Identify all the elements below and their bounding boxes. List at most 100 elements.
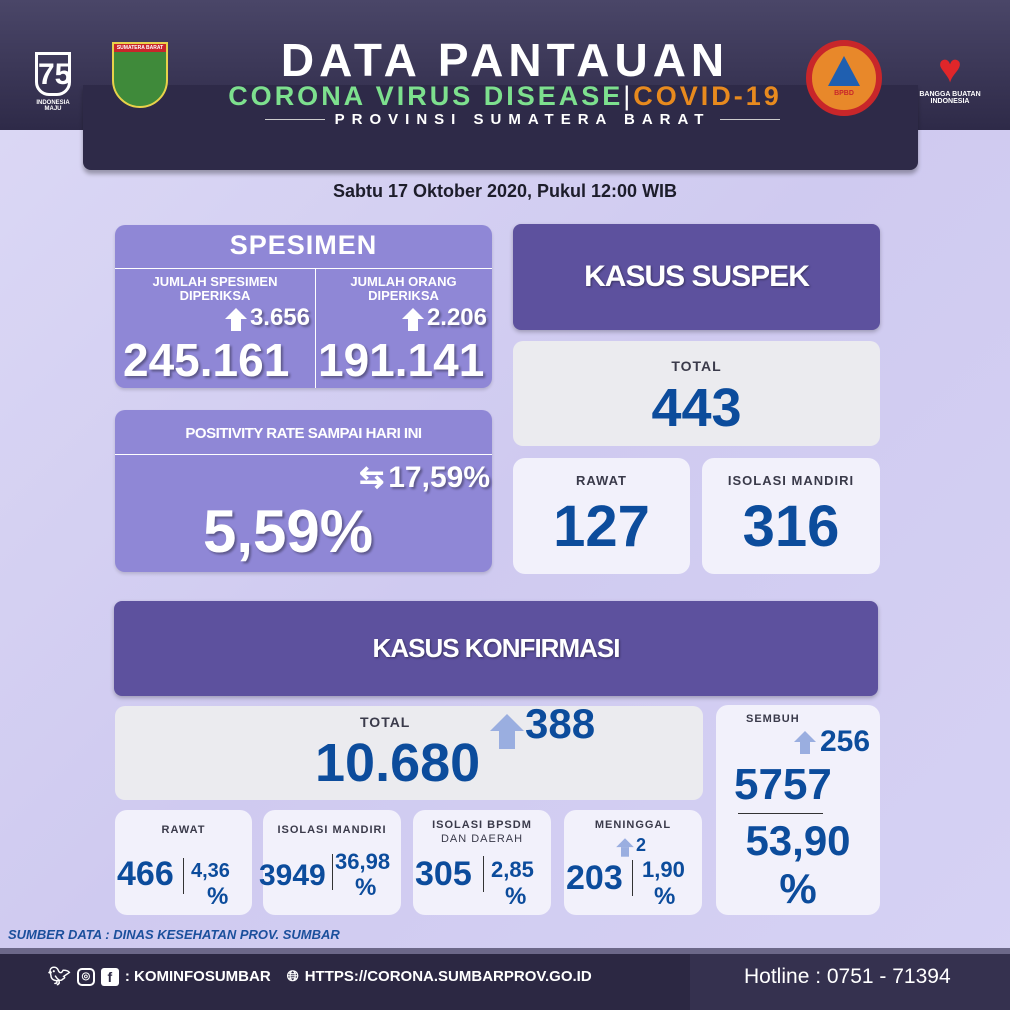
heart-icon: ♥ <box>938 47 962 91</box>
positivity-panel: POSITIVITY RATE SAMPAI HARI INI ⇆ 17,59% … <box>115 410 492 572</box>
spesimen-right-value: 191.141 <box>318 334 485 386</box>
suspek-rawat-label: RAWAT <box>576 473 627 488</box>
spesimen-left-label: JUMLAH SPESIMEN DIPERIKSA <box>152 274 278 303</box>
card-label: ISOLASI MANDIRI <box>277 824 387 836</box>
spesimen-right-increase: 2.206 <box>401 304 487 332</box>
suspek-isolasi-value: 316 <box>742 494 840 559</box>
social-handle[interactable]: : KOMINFOSUMBAR <box>124 968 271 985</box>
konfirmasi-increase: 388 <box>525 700 596 747</box>
globe-icon: 🌐︎ <box>286 968 299 985</box>
divider <box>265 119 325 120</box>
arrow-up-icon <box>616 838 634 857</box>
footer-hotline-area <box>690 954 1010 1010</box>
page-subtitle: CORONA VIRUS DISEASE|COVID-19 <box>0 82 1010 110</box>
ri75-text: INDONESIA MAJU <box>36 100 70 112</box>
suspek-isolasi-label: ISOLASI MANDIRI <box>727 473 855 488</box>
card-label: RAWAT <box>161 824 206 836</box>
konfirmasi-meninggal-card: MENINGGAL 2 203 1,90 % <box>564 810 702 915</box>
footer-links: 🐦︎ ◎ f : KOMINFOSUMBAR 🌐︎ HTTPS://CORONA… <box>48 966 592 987</box>
sembuh-label: SEMBUH <box>746 713 800 725</box>
spesimen-left-increase: 3.656 <box>224 304 310 332</box>
increase-value: 2.206 <box>426 304 487 331</box>
swap-arrows-icon: ⇆ <box>359 461 385 494</box>
suspek-rawat-card: RAWAT 127 <box>513 458 690 574</box>
spesimen-left-value: 245.161 <box>123 334 290 386</box>
sembuh-value: 5757 <box>734 760 832 809</box>
divider <box>720 119 781 120</box>
twitter-icon[interactable]: 🐦︎ <box>48 966 71 986</box>
card-increase: 2 <box>636 835 647 855</box>
divider <box>738 813 823 814</box>
card-value: 3949 <box>259 859 326 892</box>
card-value: 466 <box>117 855 174 893</box>
sumbar-text: SUMATERA BARAT <box>114 44 166 52</box>
konfirmasi-total-card: TOTAL 10.680 388 <box>115 702 703 800</box>
sembuh-increase: 256 <box>820 725 871 758</box>
suspek-total-label: TOTAL <box>671 358 722 374</box>
compare-value: 17,59% <box>388 461 490 494</box>
bpbd-text: BPBD <box>834 90 854 97</box>
suspek-isolasi-card: ISOLASI MANDIRI 316 <box>702 458 880 574</box>
bpbd-logo: BPBD <box>806 40 882 116</box>
facebook-icon[interactable]: f <box>100 967 119 986</box>
konfirmasi-rawat-card: RAWAT 466 4,36 % <box>115 810 252 915</box>
sembuh-pct-sign: % <box>779 865 817 912</box>
card-pct-sign: % <box>207 883 229 910</box>
increase-value: 3.656 <box>249 304 310 331</box>
subtitle-orange: COVID-19 <box>633 81 782 111</box>
card-value: 203 <box>566 859 623 897</box>
divider <box>632 860 633 896</box>
province-text: PROVINSI SUMATERA BARAT <box>334 111 711 128</box>
card-percent: 1,90 <box>642 857 685 882</box>
data-source: SUMBER DATA : DINAS KESEHATAN PROV. SUMB… <box>8 927 340 942</box>
konfirmasi-total-label: TOTAL <box>360 714 411 730</box>
divider <box>183 858 184 894</box>
konfirmasi-total-value: 10.680 <box>315 733 481 793</box>
suspek-total-value: 443 <box>651 378 742 438</box>
konfirmasi-header: KASUS KONFIRMASI <box>114 601 878 696</box>
bangga-text: BANGGA BUATAN INDONESIA <box>919 91 981 105</box>
card-percent: 36,98 <box>335 849 391 874</box>
report-date: Sabtu 17 Oktober 2020, Pukul 12:00 WIB <box>332 181 678 201</box>
suspek-total-card: TOTAL 443 <box>513 341 880 446</box>
page-title: DATA PANTAUAN <box>280 34 730 86</box>
subtitle-green: CORONA VIRUS DISEASE <box>228 81 624 111</box>
sembuh-card: SEMBUH 256 5757 53,90 % <box>716 705 880 915</box>
card-pct-sign: % <box>654 883 676 910</box>
positivity-compare: ⇆ 17,59% <box>359 460 490 496</box>
positivity-title: POSITIVITY RATE SAMPAI HARI INI <box>115 410 492 455</box>
sumbar-logo: SUMATERA BARAT <box>112 42 168 108</box>
card-percent: 2,85 <box>491 857 534 882</box>
divider <box>332 854 333 890</box>
konfirmasi-isolasi-card: ISOLASI MANDIRI 3949 36,98 % <box>259 810 401 915</box>
card-pct-sign: % <box>505 883 527 910</box>
card-pct-sign: % <box>355 874 377 901</box>
spesimen-panel: SPESIMEN JUMLAH SPESIMEN DIPERIKSA 3.656… <box>115 225 492 388</box>
arrow-up-icon <box>490 714 524 749</box>
hotline: Hotline : 0751 - 71394 <box>744 965 951 988</box>
card-percent: 4,36 <box>191 860 230 882</box>
subtitle-sep: | <box>623 81 634 111</box>
bangga-logo: ♥ BANGGA BUATAN INDONESIA <box>916 38 984 114</box>
spesimen-title: SPESIMEN <box>115 225 492 269</box>
card-value: 305 <box>415 855 472 893</box>
spesimen-right-label: JUMLAH ORANG DIPERIKSA <box>350 274 457 303</box>
divider <box>315 269 316 388</box>
card-label: ISOLASI BPSDM <box>432 819 532 831</box>
card-label: MENINGGAL <box>594 819 672 831</box>
header-tab <box>83 85 918 170</box>
website-link[interactable]: HTTPS://CORONA.SUMBARPROV.GO.ID <box>304 968 592 985</box>
positivity-value: 5,59% <box>203 498 374 565</box>
suspek-rawat-value: 127 <box>553 494 650 559</box>
sembuh-percent: 53,90 <box>745 817 851 864</box>
arrow-up-icon <box>401 308 424 332</box>
card-sublabel: DAN DAERAH <box>440 833 524 845</box>
instagram-icon[interactable]: ◎ <box>76 967 95 986</box>
arrow-up-icon <box>224 308 247 332</box>
province-line: PROVINSI SUMATERA BARAT <box>265 111 781 128</box>
konfirmasi-bpsdm-card: ISOLASI BPSDM DAN DAERAH 305 2,85 % <box>413 810 551 915</box>
suspek-header: KASUS SUSPEK <box>513 224 880 330</box>
arrow-up-icon <box>794 731 816 754</box>
divider <box>483 856 484 892</box>
ri75-logo: 75 INDONESIA MAJU <box>28 42 78 122</box>
